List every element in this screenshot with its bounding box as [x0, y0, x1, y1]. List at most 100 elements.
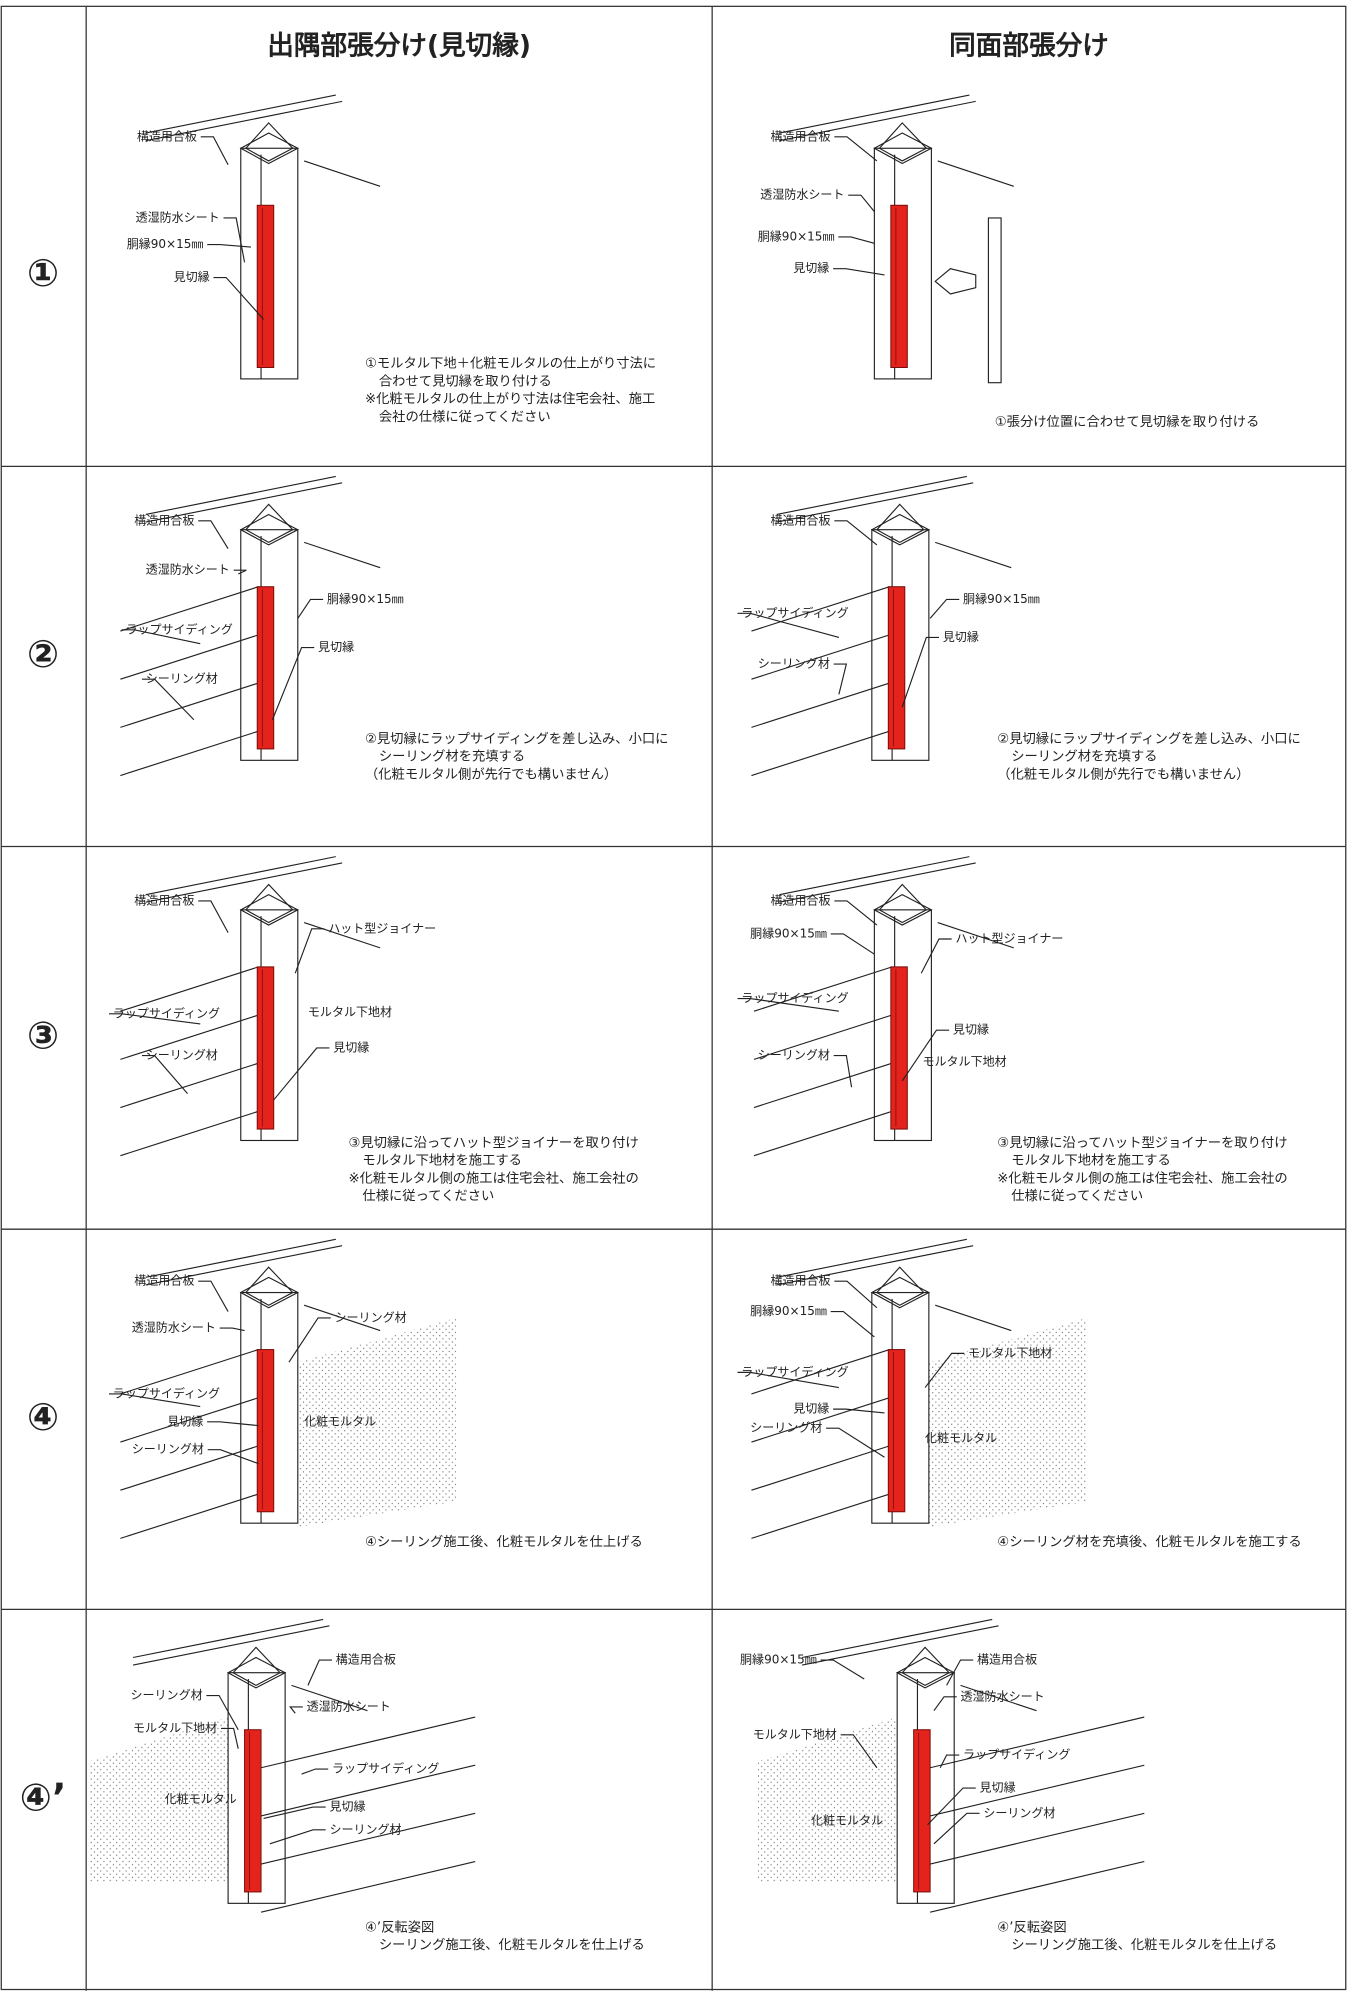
part-label: シーリング材 [146, 1048, 218, 1062]
leader-line [834, 664, 847, 694]
board-line [938, 161, 1014, 186]
part-label: 透湿防水シート [146, 562, 230, 577]
part-label: モルタル下地材 [308, 1005, 392, 1019]
leader-line [224, 218, 245, 262]
trim-strip [891, 205, 907, 367]
siding-line [930, 1862, 1144, 1913]
caption-line: モルタル下地材を施工する [362, 1153, 522, 1169]
detached-trim [988, 218, 1001, 383]
leader-line [848, 195, 874, 211]
part-label: モルタル下地材 [753, 1727, 837, 1741]
trim-strip [245, 1730, 261, 1892]
leader-line [834, 137, 877, 161]
part-label: モルタル下地材 [968, 1346, 1052, 1360]
diagram-cell: 構造用合板胴縁90×15㎜ラップサイディング見切縁シーリング材②見切縁にラップサ… [738, 476, 1301, 782]
leader-line [213, 278, 263, 320]
diagram-cell: 構造用合板透湿防水シートシーリング材ラップサイディング見切縁化粧モルタルシーリン… [109, 1239, 643, 1550]
board-line [777, 476, 967, 514]
leader-line [198, 521, 228, 549]
leader-line [934, 1697, 957, 1711]
part-label: シーリング材 [758, 657, 830, 671]
leader-line [834, 1056, 852, 1088]
part-label: 透湿防水シート [760, 187, 844, 202]
part-label: ラップサイディング [113, 1005, 220, 1020]
leader-line [930, 599, 959, 618]
leader-line [274, 1048, 330, 1100]
leader-line [831, 934, 875, 954]
caption-line: ③見切縁に沿ってハット型ジョイナーを取り付け [348, 1135, 638, 1151]
part-label: 化粧モルタル [811, 1813, 883, 1827]
board-line [146, 1239, 336, 1277]
part-label: ラップサイディング [125, 621, 232, 636]
part-label: 胴縁90×15㎜ [750, 925, 827, 940]
mortar-area [758, 1717, 897, 1882]
part-label: シーリング材 [146, 672, 218, 686]
caption-line: （化粧モルタル側が先行でも構いません） [997, 766, 1249, 782]
part-label: ラップサイディング [963, 1747, 1070, 1762]
caption-line: ②見切縁にラップサイディングを差し込み、小口に [997, 730, 1301, 747]
part-label: 見切縁 [793, 260, 829, 275]
leader-line [290, 1707, 303, 1713]
part-label: 構造用合板 [336, 1653, 396, 1667]
part-label: ハット型ジョイナー [955, 931, 1063, 945]
part-label: 胴縁90×15㎜ [963, 591, 1040, 606]
siding-line [930, 1813, 1144, 1864]
siding-line [751, 1446, 889, 1490]
leader-line [838, 237, 874, 243]
board-line [935, 542, 1011, 567]
part-label: 化粧モルタル [165, 1792, 237, 1806]
part-label: 見切縁 [953, 1022, 989, 1037]
trim-strip [257, 205, 273, 367]
trim-strip [888, 1350, 904, 1512]
part-label: シーリング材 [132, 1442, 204, 1456]
caption-line: シーリング材を充填する [1011, 749, 1157, 765]
caption-line: モルタル下地材を施工する [1011, 1153, 1171, 1169]
trim-strip [257, 967, 273, 1129]
part-label: ラップサイディング [741, 1364, 848, 1379]
step-number: ③ [27, 1013, 59, 1057]
leader-line [831, 1312, 875, 1337]
caption-line: ②見切縁にラップサイディングを差し込み、小口に [365, 730, 669, 747]
leader-line [201, 137, 228, 165]
part-label: 見切縁 [329, 1799, 365, 1814]
diagram-cell: 構造用合板透湿防水シート胴縁90×15㎜見切縁①張分け位置に合わせて見切縁を取り… [758, 95, 1260, 430]
caption-line: ③見切縁に沿ってハット型ジョイナーを取り付け [997, 1135, 1287, 1151]
trim-strip [257, 587, 273, 749]
siding-line [120, 1111, 258, 1155]
diagram-cell: 構造用合板透湿防水シート胴縁90×15㎜見切縁①モルタル下地＋化粧モルタルの仕上… [127, 95, 656, 425]
board-line [779, 857, 969, 895]
caption-line: ①モルタル下地＋化粧モルタルの仕上がり寸法に [365, 356, 656, 372]
siding-line [261, 1717, 475, 1768]
part-label: 構造用合板 [134, 893, 194, 907]
caption-line: ④’反転姿図 [997, 1919, 1066, 1935]
part-label: ラップサイディング [113, 1385, 220, 1400]
leader-line [833, 269, 884, 275]
part-label: シーリング材 [329, 1822, 401, 1836]
siding-line [120, 1494, 258, 1538]
part-label: 構造用合板 [134, 513, 194, 527]
step-number: ④’ [20, 1776, 67, 1820]
board-line [802, 1619, 992, 1657]
board-line [802, 1626, 998, 1665]
part-label: 透湿防水シート [307, 1698, 391, 1713]
caption-line: 合わせて見切縁を取り付ける [379, 373, 552, 389]
leader-line [207, 245, 251, 248]
part-label: シーリング材 [750, 1421, 822, 1435]
board-line [133, 1619, 323, 1657]
caption-line: 会社の仕様に従ってください [379, 409, 551, 425]
leader-line [298, 599, 323, 618]
siding-line [751, 731, 889, 775]
part-label: 見切縁 [174, 269, 210, 284]
part-label: ラップサイディング [741, 605, 848, 620]
caption-line: ①張分け位置に合わせて見切縁を取り付ける [995, 414, 1260, 430]
caption-line: ④’反転姿図 [365, 1919, 434, 1935]
part-label: 構造用合板 [134, 1274, 194, 1288]
part-label: 構造用合板 [137, 129, 197, 143]
board-line [304, 542, 380, 567]
leader-line [207, 1422, 258, 1426]
caption-line: シーリング施工後、化粧モルタルを仕上げる [379, 1937, 645, 1953]
part-label: 透湿防水シート [136, 209, 220, 224]
leader-line [934, 1813, 980, 1843]
part-label: 胴縁90×15㎜ [327, 591, 404, 606]
board-line [777, 1239, 967, 1277]
